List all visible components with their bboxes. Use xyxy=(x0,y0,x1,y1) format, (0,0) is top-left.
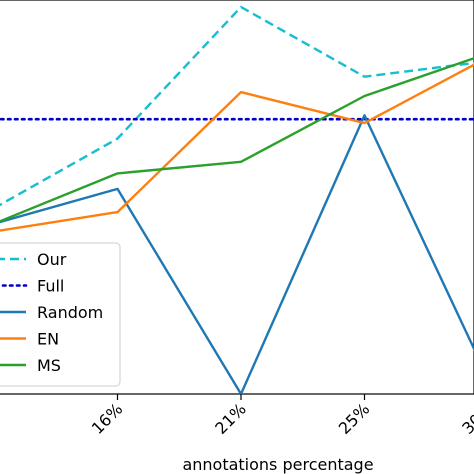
legend-label-ms: MS xyxy=(37,356,61,375)
legend-label-full: Full xyxy=(37,277,64,296)
plot-area-frame xyxy=(0,0,474,395)
series-layer xyxy=(0,5,474,396)
x-tick-label: 16% xyxy=(88,399,127,438)
x-tick-label: 25% xyxy=(335,399,374,438)
x-tick-label: 21% xyxy=(211,399,250,438)
legend-box xyxy=(0,242,121,387)
legend-label-en: EN xyxy=(37,330,59,349)
series-line-en xyxy=(0,63,474,232)
x-tick-label: 30% xyxy=(458,399,474,438)
x-axis-label: annotations percentage xyxy=(182,455,373,474)
legend-label-our: Our xyxy=(37,250,67,269)
series-line-random xyxy=(0,114,474,396)
legend: Our Full Random EN MS xyxy=(0,242,121,387)
series-line-our xyxy=(0,5,474,207)
series-line-ms xyxy=(0,56,474,223)
legend-label-random: Random xyxy=(37,303,103,322)
x-axis-ticks: 16% 21% 25% 30% xyxy=(88,394,474,438)
